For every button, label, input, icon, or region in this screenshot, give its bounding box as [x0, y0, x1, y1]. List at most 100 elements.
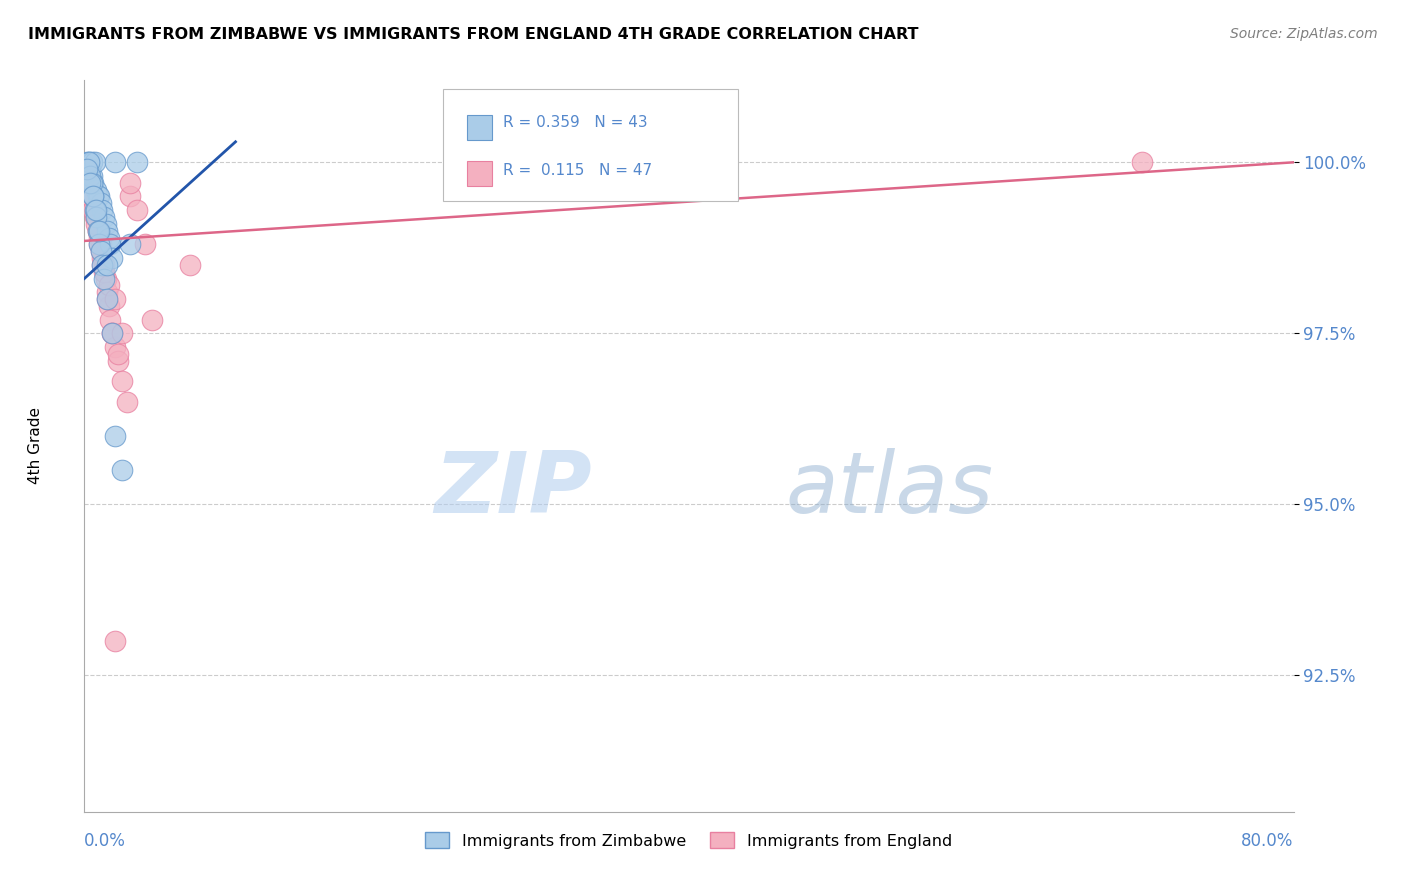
- Point: [118, 189, 141, 203]
- Text: R =  0.115   N = 47: R = 0.115 N = 47: [503, 163, 652, 178]
- Point: [111, 374, 134, 388]
- Point: [127, 203, 149, 218]
- Point: [87, 189, 110, 203]
- Point: [79, 176, 101, 190]
- Point: [77, 155, 100, 169]
- Point: [90, 196, 112, 211]
- Point: [97, 299, 120, 313]
- Point: [82, 196, 104, 211]
- Point: [79, 183, 101, 197]
- Point: [96, 292, 118, 306]
- Point: [94, 271, 117, 285]
- Point: [80, 189, 103, 203]
- Text: R = 0.359   N = 43: R = 0.359 N = 43: [503, 115, 648, 130]
- Text: atlas: atlas: [786, 449, 994, 532]
- Point: [79, 189, 101, 203]
- Point: [87, 224, 110, 238]
- Point: [96, 285, 118, 300]
- Point: [104, 292, 127, 306]
- Point: [179, 258, 201, 272]
- Point: [94, 217, 117, 231]
- Text: ZIP: ZIP: [434, 449, 592, 532]
- Point: [80, 196, 103, 211]
- Point: [82, 176, 104, 190]
- Point: [82, 189, 104, 203]
- Point: [87, 224, 110, 238]
- Point: [96, 292, 118, 306]
- Point: [134, 237, 156, 252]
- Point: [91, 258, 114, 272]
- Point: [93, 265, 115, 279]
- Point: [91, 203, 114, 218]
- Point: [91, 258, 114, 272]
- Point: [91, 251, 114, 265]
- Point: [93, 210, 115, 224]
- Point: [104, 633, 127, 648]
- Point: [104, 340, 127, 354]
- Point: [77, 183, 100, 197]
- Point: [86, 210, 108, 224]
- Point: [97, 230, 120, 244]
- Point: [86, 217, 108, 231]
- Point: [100, 251, 122, 265]
- Point: [90, 237, 112, 252]
- Point: [104, 155, 127, 169]
- Point: [89, 224, 111, 238]
- Point: [98, 312, 121, 326]
- Point: [100, 326, 122, 341]
- Point: [82, 189, 104, 203]
- Text: Source: ZipAtlas.com: Source: ZipAtlas.com: [1230, 27, 1378, 41]
- Point: [86, 203, 108, 218]
- Point: [98, 237, 121, 252]
- Point: [77, 155, 100, 169]
- Point: [89, 237, 111, 252]
- Point: [75, 162, 97, 177]
- Point: [115, 394, 138, 409]
- Point: [93, 271, 115, 285]
- Point: [93, 258, 115, 272]
- Point: [82, 203, 104, 218]
- Point: [76, 162, 98, 177]
- Point: [111, 463, 134, 477]
- Point: [96, 258, 118, 272]
- Point: [86, 210, 108, 224]
- Point: [118, 176, 141, 190]
- Point: [80, 169, 103, 183]
- Point: [90, 244, 112, 259]
- Point: [141, 312, 163, 326]
- Point: [80, 155, 103, 169]
- Point: [111, 326, 134, 341]
- Point: [118, 237, 141, 252]
- Point: [87, 224, 110, 238]
- Point: [79, 169, 101, 183]
- Point: [89, 237, 111, 252]
- Point: [89, 230, 111, 244]
- Point: [76, 169, 98, 183]
- Point: [80, 176, 103, 190]
- Point: [104, 429, 127, 443]
- Point: [89, 189, 111, 203]
- Text: 0.0%: 0.0%: [84, 832, 127, 850]
- Point: [90, 244, 112, 259]
- Point: [1132, 155, 1154, 169]
- Point: [97, 278, 120, 293]
- Point: [86, 183, 108, 197]
- Point: [79, 162, 101, 177]
- Text: 80.0%: 80.0%: [1241, 832, 1294, 850]
- Point: [84, 203, 107, 218]
- Point: [127, 155, 149, 169]
- Point: [76, 155, 98, 169]
- Legend: Immigrants from Zimbabwe, Immigrants from England: Immigrants from Zimbabwe, Immigrants fro…: [419, 826, 959, 855]
- Point: [96, 224, 118, 238]
- Point: [77, 176, 100, 190]
- Point: [107, 347, 129, 361]
- Point: [107, 353, 129, 368]
- Point: [100, 326, 122, 341]
- Point: [84, 155, 107, 169]
- Point: [84, 210, 107, 224]
- Point: [84, 203, 107, 218]
- Text: 4th Grade: 4th Grade: [28, 408, 42, 484]
- Text: IMMIGRANTS FROM ZIMBABWE VS IMMIGRANTS FROM ENGLAND 4TH GRADE CORRELATION CHART: IMMIGRANTS FROM ZIMBABWE VS IMMIGRANTS F…: [28, 27, 918, 42]
- Point: [100, 326, 122, 341]
- Point: [75, 162, 97, 177]
